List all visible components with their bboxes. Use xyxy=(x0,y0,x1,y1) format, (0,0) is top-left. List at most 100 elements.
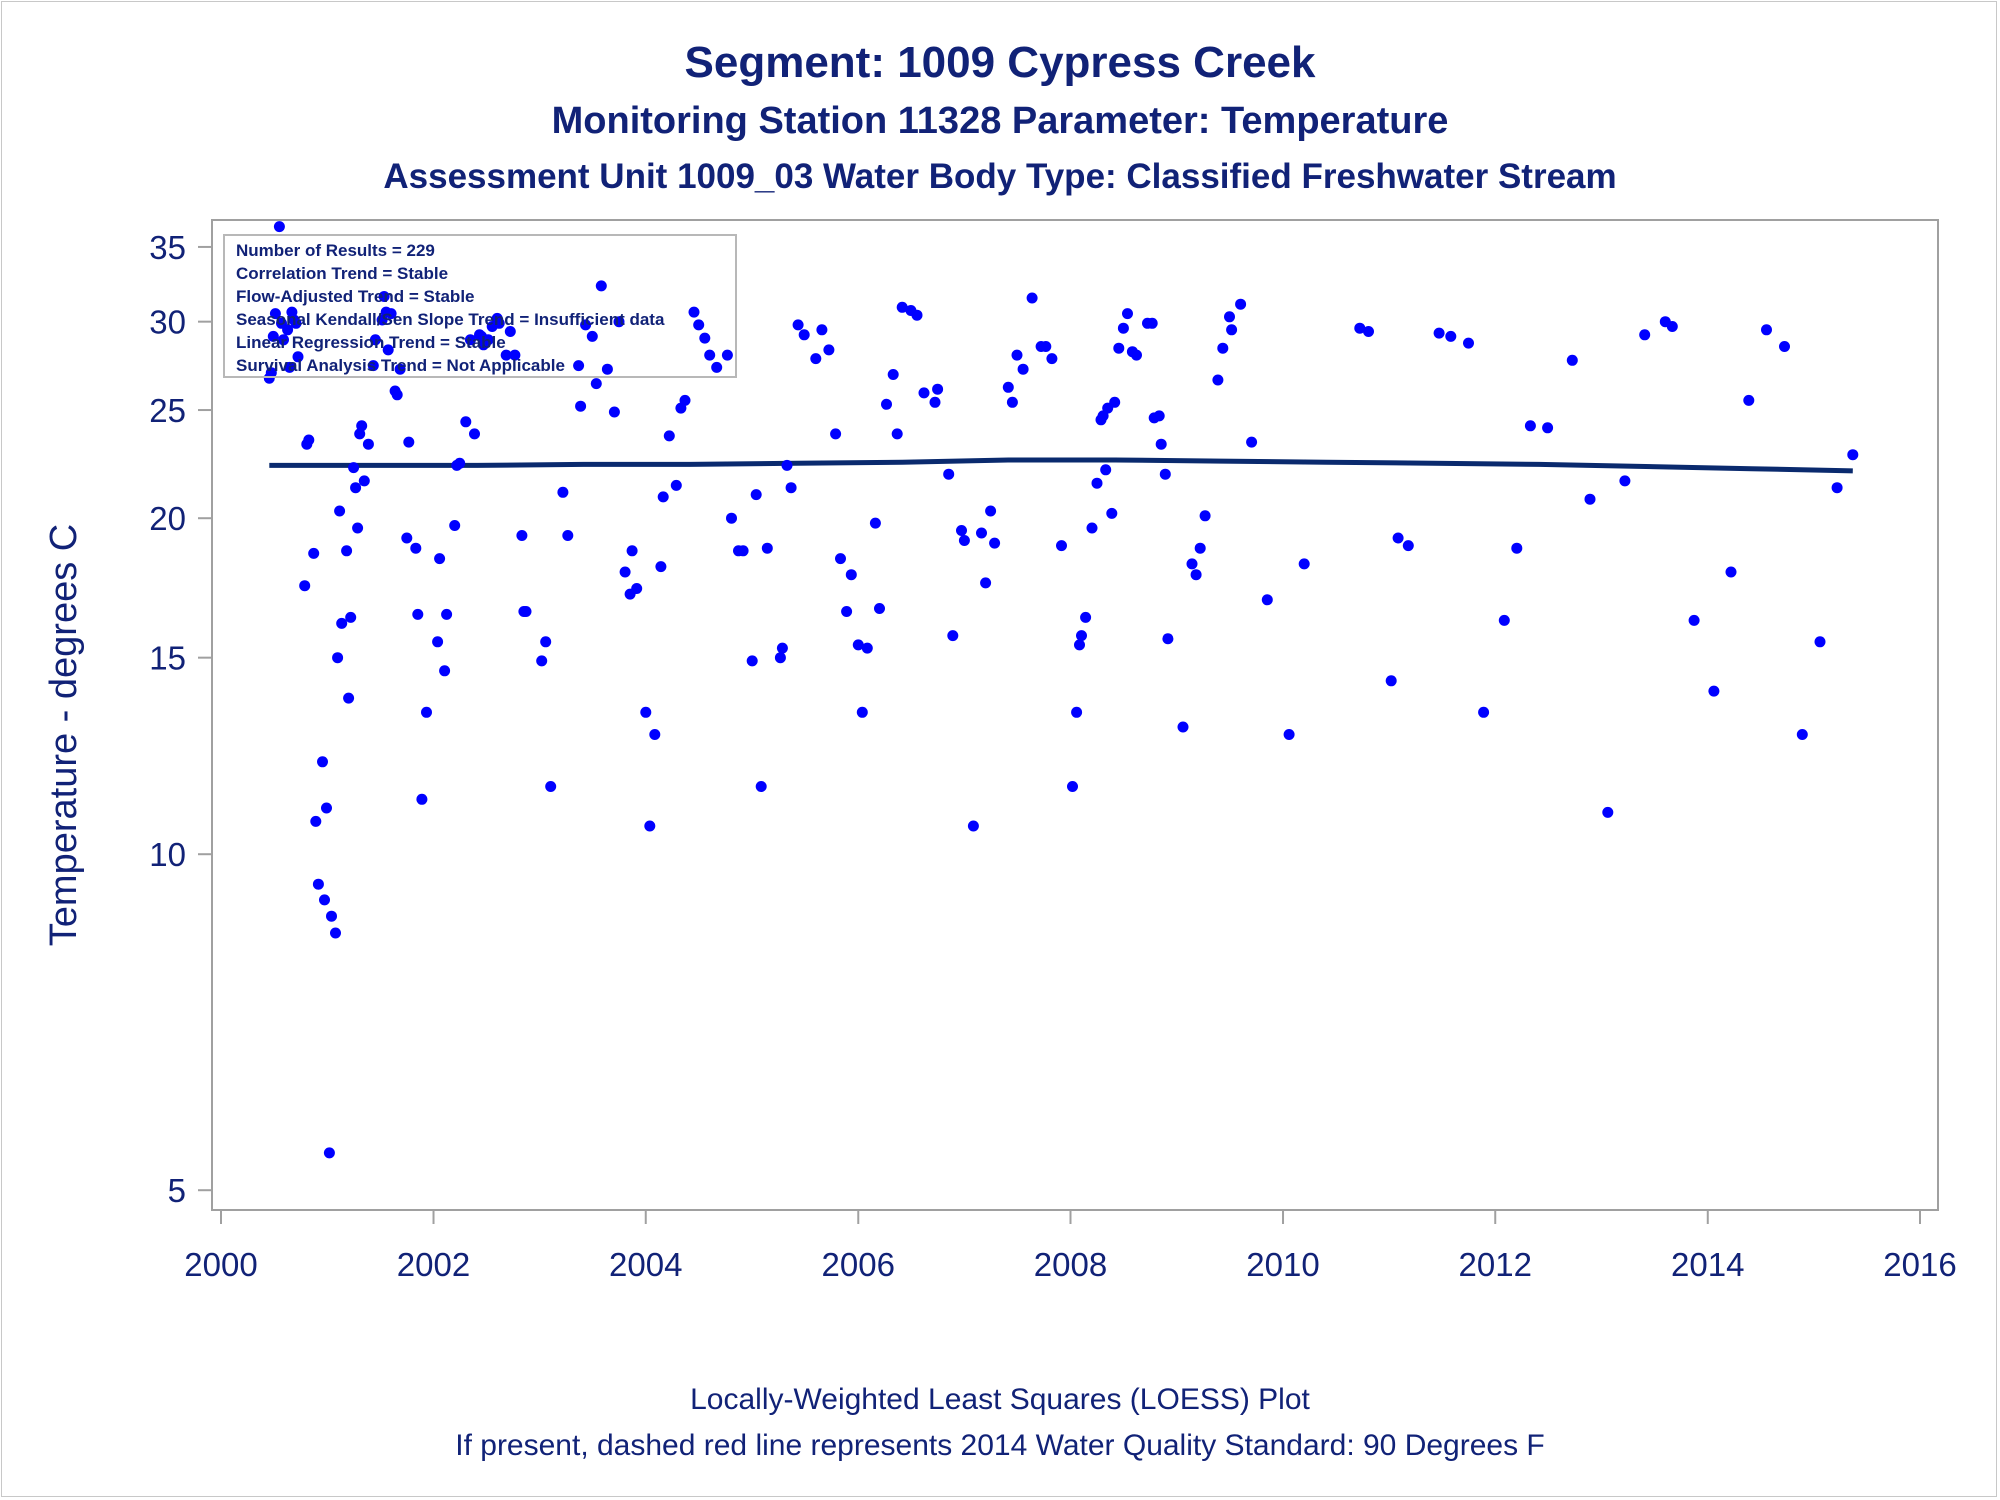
y-axis: 5 10 15 20 25 30 35 xyxy=(149,229,212,1209)
points-layer xyxy=(263,221,1859,1159)
data-point xyxy=(545,781,557,792)
inset-line-correlation: Correlation Trend = Stable xyxy=(236,264,448,283)
data-point xyxy=(750,489,762,501)
data-point xyxy=(967,820,979,832)
data-point xyxy=(421,706,432,718)
data-point xyxy=(562,530,574,541)
data-point xyxy=(1463,337,1474,349)
data-point xyxy=(500,349,512,361)
data-point xyxy=(292,351,304,363)
x-tick-label: 2014 xyxy=(1671,1246,1744,1283)
data-point xyxy=(299,580,311,592)
data-point xyxy=(1226,324,1238,336)
data-point xyxy=(1071,706,1083,718)
data-point xyxy=(881,398,892,410)
data-point xyxy=(688,306,700,318)
data-point xyxy=(737,545,749,557)
data-point xyxy=(1122,308,1133,320)
data-point xyxy=(412,608,424,620)
data-point xyxy=(861,642,873,654)
data-point xyxy=(284,361,296,373)
data-point xyxy=(1146,317,1158,329)
loess-layer xyxy=(269,457,1853,474)
data-point xyxy=(644,820,656,832)
x-tick-label: 2008 xyxy=(1034,1246,1107,1283)
data-point xyxy=(439,665,451,677)
data-point xyxy=(1086,522,1098,534)
data-point xyxy=(1162,633,1174,645)
data-point xyxy=(330,927,341,939)
y-tick-label: 30 xyxy=(149,304,186,341)
data-point xyxy=(449,520,461,531)
chart-subtitle-station: Monitoring Station 11328 Parameter: Temp… xyxy=(551,100,1449,142)
inset-line-survival-analysis: Survival Analysis Trend = Not Applicable xyxy=(236,356,565,375)
data-point xyxy=(269,308,281,320)
data-point xyxy=(699,332,711,344)
data-point xyxy=(1006,396,1018,408)
data-point xyxy=(303,434,315,446)
data-point xyxy=(385,308,397,320)
data-point xyxy=(776,642,788,654)
data-point xyxy=(378,291,390,302)
data-point xyxy=(663,430,675,442)
data-point xyxy=(1026,292,1038,304)
data-point xyxy=(956,525,967,536)
data-point xyxy=(290,317,302,329)
data-point xyxy=(586,330,598,342)
x-tick-label: 2010 xyxy=(1246,1246,1319,1283)
data-point xyxy=(785,482,797,494)
data-point xyxy=(1190,569,1202,581)
chart-subtitle-assessment: Assessment Unit 1009_03 Water Body Type:… xyxy=(383,157,1617,196)
data-point xyxy=(679,394,691,406)
data-point xyxy=(1814,636,1826,648)
y-tick-label: 10 xyxy=(149,836,186,873)
data-point xyxy=(1046,353,1058,365)
data-point xyxy=(336,617,348,629)
data-point xyxy=(823,344,835,356)
data-point xyxy=(1566,354,1578,366)
data-point xyxy=(985,505,997,517)
data-point xyxy=(711,361,723,373)
data-point xyxy=(1498,614,1510,626)
data-point xyxy=(918,387,930,399)
footnote-standard: If present, dashed red line represents 2… xyxy=(455,1429,1545,1462)
data-point xyxy=(896,301,908,313)
data-point xyxy=(1217,342,1229,354)
data-point xyxy=(1011,349,1023,361)
data-point xyxy=(670,479,682,491)
data-point xyxy=(1199,510,1211,522)
data-point xyxy=(334,505,346,517)
data-point xyxy=(1584,493,1596,505)
data-point xyxy=(573,360,585,372)
data-point xyxy=(1100,464,1112,476)
data-point xyxy=(755,781,767,792)
data-point xyxy=(1392,532,1404,544)
x-tick-label: 2006 xyxy=(822,1246,895,1283)
x-tick-label: 2012 xyxy=(1459,1246,1532,1283)
data-point xyxy=(1067,781,1078,792)
data-point xyxy=(1478,706,1490,718)
data-point xyxy=(358,475,370,487)
data-point xyxy=(580,319,592,331)
data-point xyxy=(781,459,793,471)
data-point xyxy=(726,512,737,524)
data-point xyxy=(841,606,853,617)
y-tick-label: 35 xyxy=(149,229,186,266)
data-point xyxy=(323,1147,335,1159)
data-point xyxy=(1159,468,1171,480)
data-point xyxy=(520,606,532,617)
data-point xyxy=(310,815,322,827)
data-point xyxy=(590,378,602,390)
data-point xyxy=(976,527,987,539)
data-point xyxy=(1261,594,1273,606)
data-point xyxy=(874,603,885,614)
x-tick-label: 2016 xyxy=(1883,1246,1956,1283)
data-point xyxy=(493,317,505,329)
data-point xyxy=(1666,321,1678,332)
x-tick-label: 2002 xyxy=(397,1246,470,1283)
data-point xyxy=(1639,329,1651,341)
data-point xyxy=(391,389,403,401)
data-point xyxy=(947,630,959,642)
data-point xyxy=(317,756,328,768)
data-point xyxy=(350,482,362,494)
